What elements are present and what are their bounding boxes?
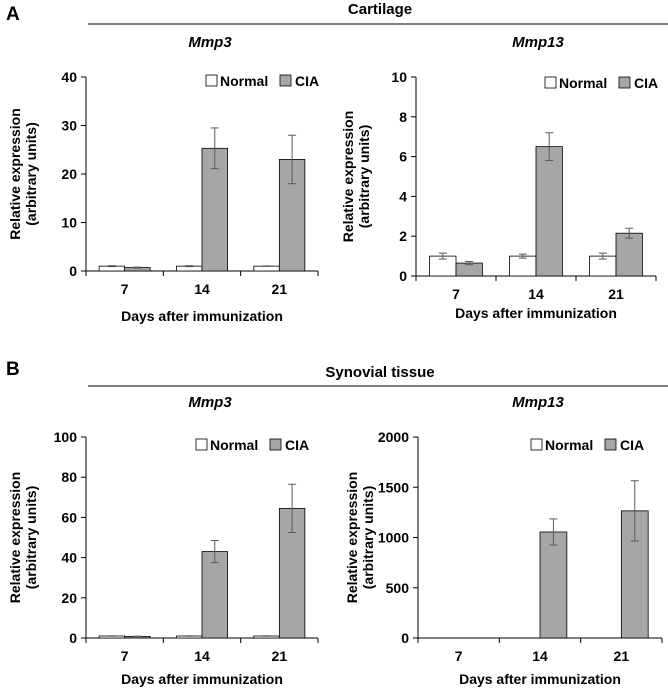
panel-a-label: A — [6, 4, 20, 25]
x-tick-label: 21 — [608, 286, 624, 302]
chart-synovial-mmp13: Mmp13 0 500 1000 1500 2000 7 14 21 Days after imm… — [344, 394, 663, 687]
legend-swatch-cia — [618, 76, 631, 89]
y-tick-label: 10 — [391, 69, 407, 85]
y-axis-title-line-1: Relative expression — [344, 472, 360, 604]
x-axis-title: Days after immunization — [459, 671, 621, 687]
x-tick-label: 14 — [194, 281, 210, 297]
y-tick-label: 500 — [386, 580, 410, 596]
chart-synovial-mmp3: Mmp3 0 20 40 60 80 100 7 14 21 Days after immuniza… — [7, 394, 319, 687]
bar-cia-day-21 — [615, 232, 643, 277]
x-tick-label: 14 — [528, 286, 544, 302]
legend: Normal CIA — [195, 437, 309, 453]
y-tick-label: 30 — [61, 118, 77, 134]
legend-swatch-normal — [195, 438, 208, 451]
legend-swatch-cia — [269, 438, 282, 451]
y-tick-label: 2000 — [378, 429, 409, 445]
y-tick-label: 0 — [69, 263, 77, 279]
y-axis-title-line-2: (arbitrary units) — [360, 486, 376, 589]
legend-label-normal: Normal — [220, 73, 268, 89]
legend-swatch-cia — [279, 74, 292, 87]
y-tick-label: 60 — [61, 509, 77, 525]
legend-swatch-cia — [604, 438, 617, 451]
legend: Normal CIA — [530, 437, 644, 453]
y-tick-label: 2 — [399, 228, 407, 244]
y-tick-label: 4 — [399, 188, 407, 204]
chart-title: Mmp3 — [188, 394, 232, 411]
legend-label-normal: Normal — [545, 437, 593, 453]
y-axis-title-line-1: Relative expression — [7, 108, 23, 240]
legend-label-cia: CIA — [295, 73, 319, 89]
y-tick-label: 100 — [54, 429, 78, 445]
chart-title: Mmp13 — [512, 34, 564, 51]
chart-title: Mmp3 — [188, 34, 232, 51]
legend: Normal CIA — [205, 73, 319, 89]
y-tick-label: 6 — [399, 149, 407, 165]
chart-cartilage-mmp13: Mmp13 0 2 4 6 8 10 7 14 21 Days after immunization… — [340, 34, 658, 321]
bar-normal-day-14 — [509, 255, 537, 277]
y-axis-title-line-2: (arbitrary units) — [23, 486, 39, 589]
x-tick-label: 21 — [272, 281, 288, 297]
panel-b-label: B — [6, 359, 20, 380]
x-tick-label: 7 — [452, 286, 460, 302]
y-tick-label: 0 — [401, 630, 409, 646]
x-tick-label: 14 — [194, 648, 210, 664]
x-tick-label: 21 — [614, 648, 630, 664]
legend-label-cia: CIA — [620, 437, 644, 453]
legend: Normal CIA — [544, 75, 658, 91]
y-axis-title-line-1: Relative expression — [7, 472, 23, 604]
bar-cia-day-14 — [201, 551, 228, 639]
panel-b-section-title: Synovial tissue — [325, 364, 434, 381]
chart-cartilage-mmp3: Mmp3 0 10 20 30 40 7 14 21 Days after immunizatio… — [7, 34, 319, 324]
legend-label-normal: Normal — [210, 437, 258, 453]
legend-label-normal: Normal — [559, 75, 607, 91]
bar-cia-day-14 — [539, 531, 568, 639]
chart-title: Mmp13 — [512, 394, 564, 411]
y-tick-label: 1500 — [378, 479, 409, 495]
x-tick-label: 21 — [272, 648, 288, 664]
legend-label-cia: CIA — [634, 75, 658, 91]
y-tick-label: 20 — [61, 590, 77, 606]
x-tick-label: 7 — [455, 648, 463, 664]
y-tick-label: 20 — [61, 166, 77, 182]
y-tick-label: 80 — [61, 469, 77, 485]
x-axis-title: Days after immunization — [121, 671, 283, 687]
y-tick-label: 10 — [61, 215, 77, 231]
legend-swatch-normal — [530, 438, 543, 451]
x-axis-title: Days after immunization — [455, 305, 617, 321]
x-tick-label: 7 — [121, 281, 129, 297]
legend-swatch-normal — [544, 76, 557, 89]
y-tick-label: 40 — [61, 69, 77, 85]
bar-cia-day-14 — [535, 146, 563, 277]
x-tick-label: 7 — [121, 648, 129, 664]
panel-a-section-title: Cartilage — [348, 1, 412, 18]
y-tick-label: 8 — [399, 109, 407, 125]
y-axis-title-line-1: Relative expression — [340, 111, 356, 243]
y-axis-title-line-2: (arbitrary units) — [23, 122, 39, 225]
x-tick-label: 14 — [532, 648, 548, 664]
x-axis-title: Days after immunization — [121, 308, 283, 324]
y-tick-label: 0 — [399, 268, 407, 284]
legend-swatch-normal — [205, 74, 218, 87]
y-tick-label: 0 — [69, 630, 77, 646]
y-tick-label: 1000 — [378, 530, 409, 546]
legend-label-cia: CIA — [285, 437, 309, 453]
y-axis-title-line-2: (arbitrary units) — [356, 125, 372, 228]
y-tick-label: 40 — [61, 550, 77, 566]
